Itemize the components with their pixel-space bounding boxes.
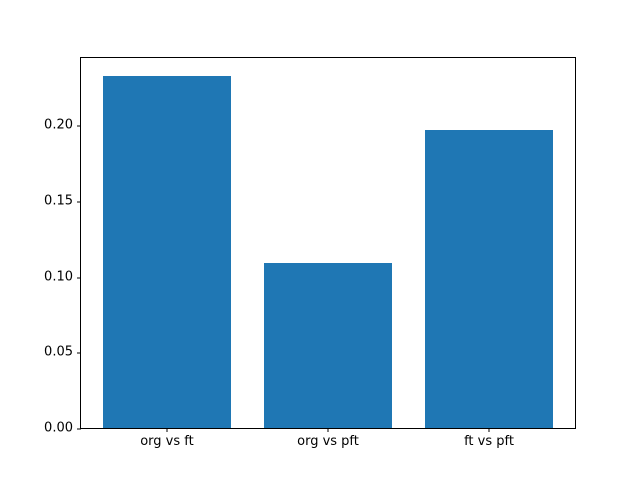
y-tick-label-0.00: 0.00 <box>44 420 73 436</box>
y-tick-label-0.15: 0.15 <box>44 193 73 209</box>
x-tick-label-org-vs-pft: org vs pft <box>297 434 359 449</box>
y-tick-mark-0.10 <box>77 277 81 279</box>
bar-org-vs-pft <box>263 263 393 428</box>
x-tick-label-ft-vs-pft: ft vs pft <box>464 434 514 449</box>
y-tick-label-0.05: 0.05 <box>44 344 73 360</box>
y-tick-label-0.20: 0.20 <box>44 117 73 133</box>
bar-ft-vs-pft <box>424 130 554 428</box>
y-tick-mark-0.00 <box>77 428 81 430</box>
x-tick-label-org-vs-ft: org vs ft <box>140 434 194 449</box>
y-tick-mark-0.05 <box>77 352 81 354</box>
x-tick-mark-org-vs-ft <box>166 428 168 432</box>
bar-org-vs-ft <box>102 75 232 428</box>
y-tick-label-0.10: 0.10 <box>44 269 73 285</box>
x-tick-mark-org-vs-pft <box>327 428 329 432</box>
y-tick-mark-0.20 <box>77 125 81 127</box>
y-tick-mark-0.15 <box>77 201 81 203</box>
x-tick-mark-ft-vs-pft <box>488 428 490 432</box>
plot-area: org vs ft org vs pft ft vs pft 0.00 0.05 0.10… <box>44 57 576 448</box>
